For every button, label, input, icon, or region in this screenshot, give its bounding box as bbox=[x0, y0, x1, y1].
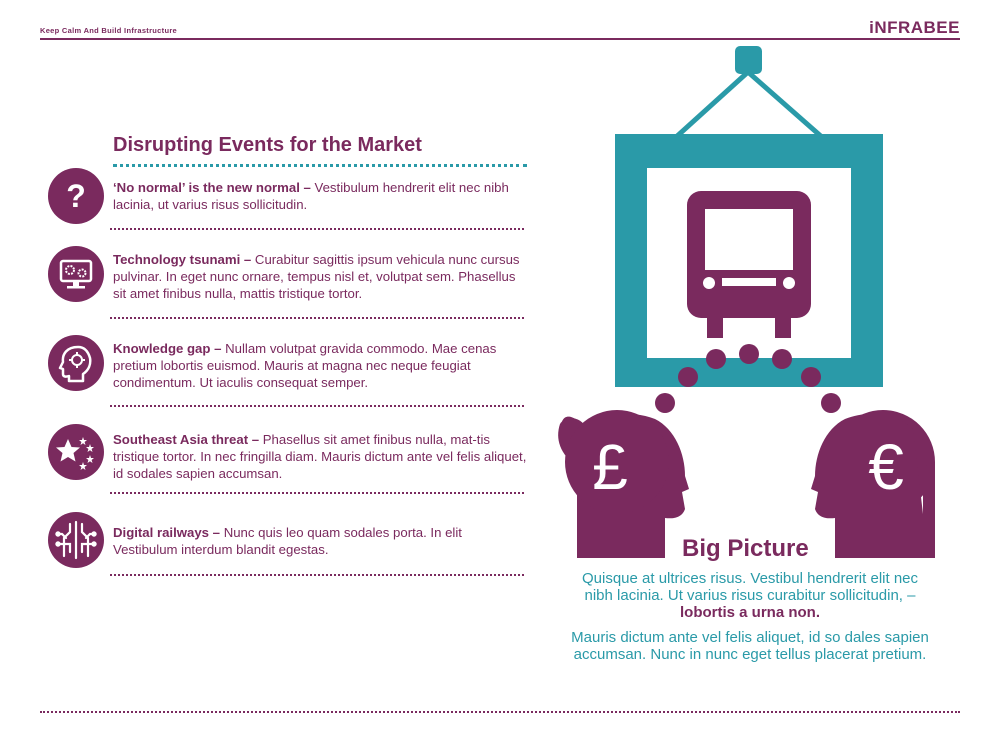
brand-logo[interactable]: iNFRABEE bbox=[869, 18, 960, 38]
event-text: Southeast Asia threat – Phasellus sit am… bbox=[113, 431, 528, 482]
event-title: Digital railways – bbox=[113, 525, 220, 540]
event-text: ‘No normal’ is the new normal – Vestibul… bbox=[113, 179, 528, 213]
euro-symbol: € bbox=[868, 431, 904, 503]
event-divider bbox=[110, 317, 524, 319]
big-picture-paragraph-2: Mauris dictum ante vel felis aliquet, id… bbox=[570, 629, 930, 663]
frame-hanger-wire-left bbox=[675, 72, 748, 138]
train-icon bbox=[687, 191, 811, 338]
header-tagline: Keep Calm And Build Infrastructure bbox=[40, 26, 177, 35]
event-text: Digital railways – Nunc quis leo quam so… bbox=[113, 524, 528, 558]
frame-hanger-wire-right bbox=[748, 72, 823, 138]
event-divider bbox=[110, 405, 524, 407]
head-brain-icon bbox=[48, 335, 104, 391]
svg-text:?: ? bbox=[66, 178, 86, 214]
stars-icon bbox=[48, 424, 104, 480]
header-divider bbox=[40, 38, 960, 40]
pound-symbol: £ bbox=[592, 431, 628, 503]
event-divider bbox=[110, 492, 524, 494]
event-divider bbox=[110, 228, 524, 230]
big-picture-paragraph-1: Quisque at ultrices risus. Vestibul hend… bbox=[570, 570, 930, 621]
big-picture-paragraph-1-bold: lobortis a urna non. bbox=[680, 604, 820, 621]
event-divider bbox=[110, 574, 524, 576]
footer-divider bbox=[40, 711, 960, 713]
monitor-gears-icon bbox=[48, 246, 104, 302]
event-title: Knowledge gap – bbox=[113, 341, 221, 356]
event-text: Knowledge gap – Nullam volutpat gravida … bbox=[113, 340, 528, 391]
event-title: ‘No normal’ is the new normal – bbox=[113, 180, 311, 195]
title-divider bbox=[113, 164, 527, 167]
event-title: Technology tsunami – bbox=[113, 252, 251, 267]
event-title: Southeast Asia threat – bbox=[113, 432, 259, 447]
question-mark-icon: ? bbox=[48, 168, 104, 224]
circuit-icon bbox=[48, 512, 104, 568]
big-picture-title: Big Picture bbox=[682, 535, 809, 563]
event-text: Technology tsunami – Curabitur sagittis … bbox=[113, 251, 528, 302]
big-picture-paragraph-1-text: Quisque at ultrices risus. Vestibul hend… bbox=[582, 570, 918, 604]
big-picture-illustration: £ € bbox=[555, 44, 955, 564]
frame-hook bbox=[735, 46, 762, 74]
section-title: Disrupting Events for the Market bbox=[113, 134, 422, 157]
